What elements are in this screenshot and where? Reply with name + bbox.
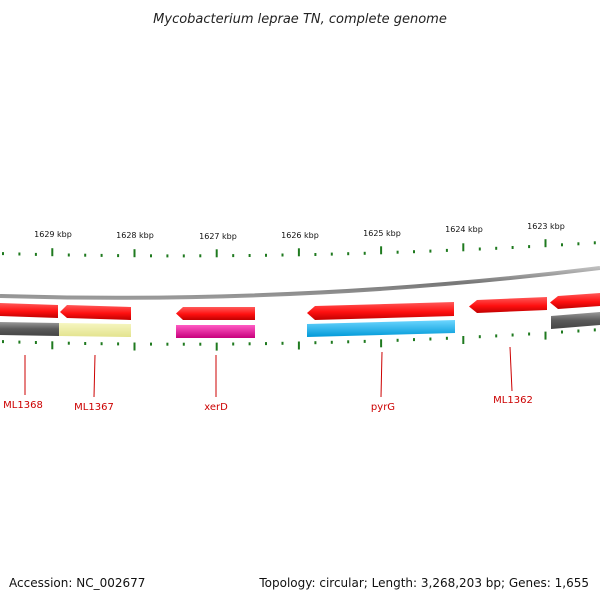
gene-arrow-pyrg — [307, 302, 454, 320]
feature-block-cyan — [307, 320, 455, 337]
feature-blocks — [0, 312, 600, 338]
label-connectors — [24, 346, 513, 398]
accession-text: Accession: NC_002677 — [9, 576, 146, 590]
tick-label-1624kbp: 1624 kbp — [445, 225, 483, 234]
genome-summary-text: Topology: circular; Length: 3,268,203 bp… — [259, 576, 589, 590]
map-title: Mycobacterium leprae TN, complete genome — [153, 12, 447, 27]
gene-label-xerd: xerD — [204, 402, 228, 413]
gene-label-pyrg: pyrG — [371, 402, 395, 413]
gene-arrow-xerd — [176, 307, 255, 320]
tick-label-1623kbp: 1623 kbp — [527, 222, 565, 231]
gene-features — [0, 293, 600, 320]
gene-arrow-ml1368 — [0, 303, 58, 318]
gene-arrow-ml1367 — [60, 305, 131, 320]
gene-arrow-ml1362 — [469, 297, 547, 313]
feature-block-khaki — [59, 323, 131, 337]
gene-label-ml1367: ML1367 — [74, 402, 114, 413]
gene-label-ml1368: ML1368 — [3, 400, 43, 411]
gene-label-ml1362: ML1362 — [493, 395, 533, 406]
tick-label-1625kbp: 1625 kbp — [363, 229, 401, 238]
connector-pyrg — [380, 351, 383, 398]
genome-backbone — [0, 266, 600, 300]
connector-ml1362 — [509, 346, 513, 392]
tick-label-1627kbp: 1627 kbp — [199, 232, 237, 241]
tick-label-1626kbp: 1626 kbp — [281, 231, 319, 240]
connector-ml1367 — [93, 354, 96, 398]
tick-label-1629kbp: 1629 kbp — [34, 230, 72, 239]
feature-block-gray-right — [551, 312, 600, 329]
gene-arrow-right-partial — [550, 293, 600, 309]
feature-block-gray-left — [0, 322, 59, 336]
feature-block-magenta — [176, 325, 255, 338]
outer-tick-marks — [2, 239, 596, 258]
tick-label-1628kbp: 1628 kbp — [116, 231, 154, 240]
inner-tick-marks — [2, 328, 596, 351]
